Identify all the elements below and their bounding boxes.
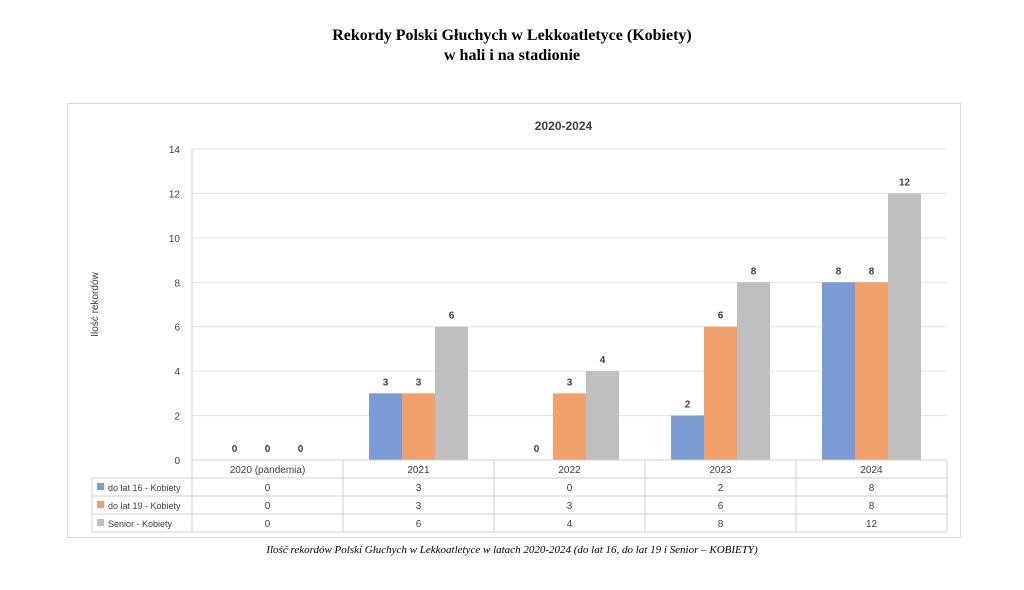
table-cell: 8 (869, 483, 875, 494)
x-tick-label: 2021 (407, 465, 430, 476)
table-cell: 6 (416, 519, 422, 530)
x-tick-label: 2023 (709, 465, 732, 476)
table-cell: 0 (265, 501, 271, 512)
y-tick-label: 6 (174, 323, 180, 334)
data-label: 3 (567, 377, 573, 388)
legend-swatch (97, 519, 104, 526)
table-cell: 4 (567, 519, 573, 530)
data-label: 2 (685, 400, 691, 411)
bar (402, 393, 435, 460)
bar (369, 393, 402, 460)
legend-swatch (97, 501, 104, 508)
legend-label: do lat 19 - Kobiety (108, 501, 181, 511)
data-label: 0 (298, 444, 304, 455)
bar (704, 326, 737, 460)
y-tick-label: 8 (174, 278, 180, 289)
x-tick-label: 2022 (558, 465, 581, 476)
page-subtitle: w hali i na stadionie (443, 47, 581, 64)
data-label: 6 (718, 311, 724, 322)
legend-swatch (97, 483, 104, 490)
table-cell: 2 (718, 483, 724, 494)
data-label: 4 (600, 355, 606, 366)
bar (671, 415, 704, 460)
bar (553, 393, 586, 460)
table-cell: 0 (265, 519, 271, 530)
data-label: 3 (383, 377, 389, 388)
table-cell: 3 (567, 501, 573, 512)
data-label: 8 (869, 266, 875, 277)
data-label: 3 (416, 377, 422, 388)
data-label: 8 (836, 266, 842, 277)
y-tick-label: 10 (169, 234, 181, 245)
table-cell: 3 (416, 483, 422, 494)
figure-caption: Ilość rekordów Polski Głuchych w Lekkoat… (266, 544, 758, 556)
legend-label: Senior - Kobiety (108, 519, 173, 529)
bar (855, 282, 888, 460)
bar (737, 282, 770, 460)
table-cell: 8 (718, 519, 724, 530)
data-label: 0 (265, 444, 271, 455)
y-tick-label: 12 (169, 189, 181, 200)
legend-label: do lat 16 - Kobiety (108, 483, 181, 493)
chart-container: 2020-2024 0 2 4 6 8 10 12 14 Ilość rekordów 0 3 0 2 8 0… (67, 103, 961, 538)
y-tick-label: 4 (174, 367, 180, 378)
table-cell: 0 (265, 483, 271, 494)
data-label: 0 (232, 444, 238, 455)
data-label: 6 (449, 311, 455, 322)
bar-chart: 2020-2024 0 2 4 6 8 10 12 14 Ilość rekordów 0 3 0 2 8 0… (90, 119, 948, 533)
page-title: Rekordy Polski Głuchych w Lekkoatletyce … (332, 27, 692, 44)
data-label: 12 (899, 177, 911, 188)
x-tick-label: 2020 (pandemia) (230, 465, 306, 476)
bar (822, 282, 855, 460)
y-tick-label: 14 (169, 145, 181, 156)
table-cell: 8 (869, 501, 875, 512)
bar (888, 193, 921, 460)
table-cell: 3 (416, 501, 422, 512)
y-tick-label: 0 (174, 456, 180, 467)
table-cell: 12 (866, 519, 878, 530)
bar (435, 326, 468, 460)
table-cell: 6 (718, 501, 724, 512)
data-label: 8 (751, 266, 757, 277)
y-tick-label: 2 (174, 412, 180, 423)
x-tick-label: 2024 (860, 465, 883, 476)
data-label: 0 (534, 444, 540, 455)
chart-title: 2020-2024 (535, 119, 593, 133)
y-axis-label: Ilość rekordów (90, 271, 101, 336)
bar (586, 371, 619, 460)
table-cell: 0 (567, 483, 573, 494)
